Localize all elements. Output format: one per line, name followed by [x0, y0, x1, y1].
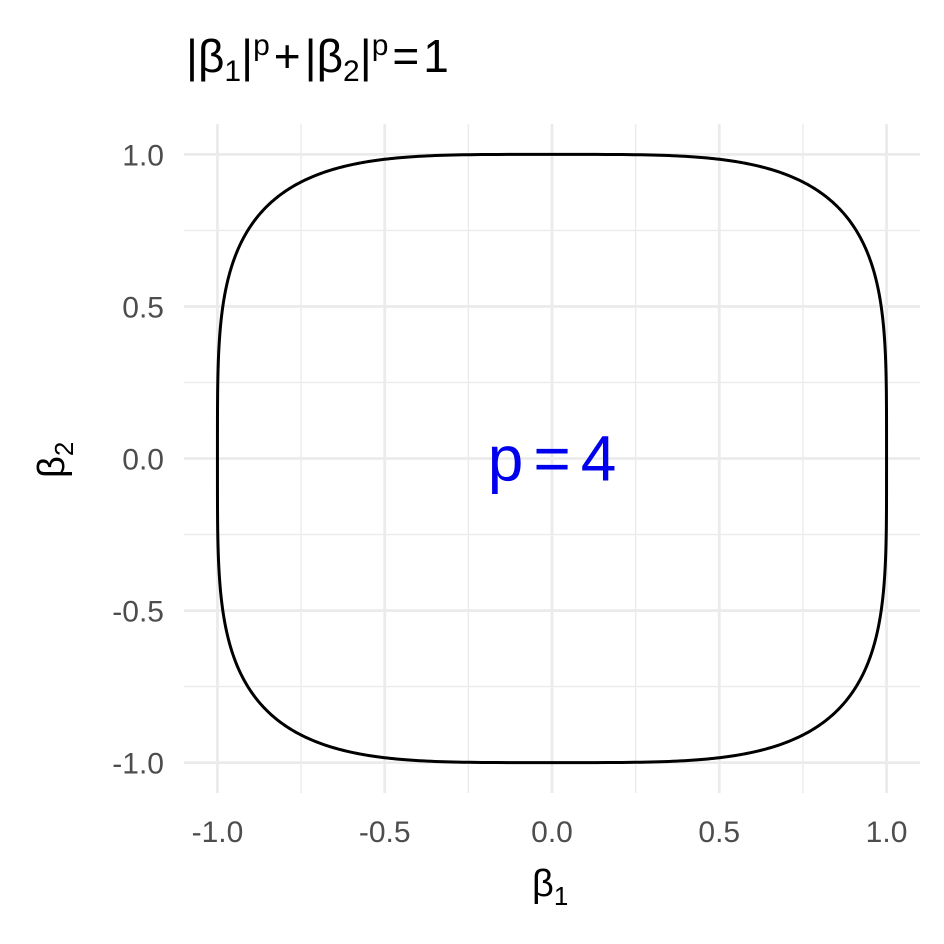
- title-bar: |: [305, 30, 317, 82]
- x-tick-label: 0.0: [531, 816, 573, 849]
- y-axis-title: β2: [31, 442, 79, 478]
- x-tick-label: -1.0: [192, 816, 244, 849]
- y-tick-label: 0.0: [122, 444, 164, 477]
- chart-title: |β1|p+|β2|p=1: [186, 29, 449, 88]
- title-exponent: p: [253, 29, 270, 62]
- y-tick-label: -1.0: [112, 748, 164, 781]
- p-annotation: p = 4: [488, 423, 617, 495]
- title-index-2: 2: [343, 55, 360, 88]
- title-index-1: 1: [224, 55, 241, 88]
- y-axis-subscript: 2: [49, 442, 79, 456]
- x-axis-symbol: β: [532, 863, 554, 905]
- unit-ball-curve: [215, 152, 889, 765]
- x-tick-labels: -1.0 -0.5 0.0 0.5 1.0: [192, 816, 908, 849]
- title-rhs: 1: [423, 30, 449, 82]
- y-tick-labels: -1.0 -0.5 0.0 0.5 1.0: [112, 139, 164, 780]
- title-equals: =: [392, 30, 419, 82]
- title-plus: +: [274, 30, 301, 82]
- title-bar: |: [360, 30, 372, 82]
- x-tick-label: 0.5: [698, 816, 740, 849]
- curve-layer: [215, 152, 889, 765]
- title-bar: |: [241, 30, 253, 82]
- y-tick-label: -0.5: [112, 596, 164, 629]
- title-exponent: p: [372, 29, 389, 62]
- x-tick-label: 1.0: [866, 816, 908, 849]
- title-beta: β: [198, 30, 224, 82]
- x-axis-title: β1: [532, 863, 568, 911]
- y-tick-label: 0.5: [122, 291, 164, 324]
- title-bar: |: [186, 30, 198, 82]
- y-axis-symbol: β: [31, 456, 73, 478]
- x-tick-label: -0.5: [359, 816, 411, 849]
- title-beta: β: [317, 30, 343, 82]
- y-tick-label: 1.0: [122, 139, 164, 172]
- x-axis-subscript: 1: [554, 881, 568, 911]
- annotation-layer: p = 4: [488, 423, 617, 495]
